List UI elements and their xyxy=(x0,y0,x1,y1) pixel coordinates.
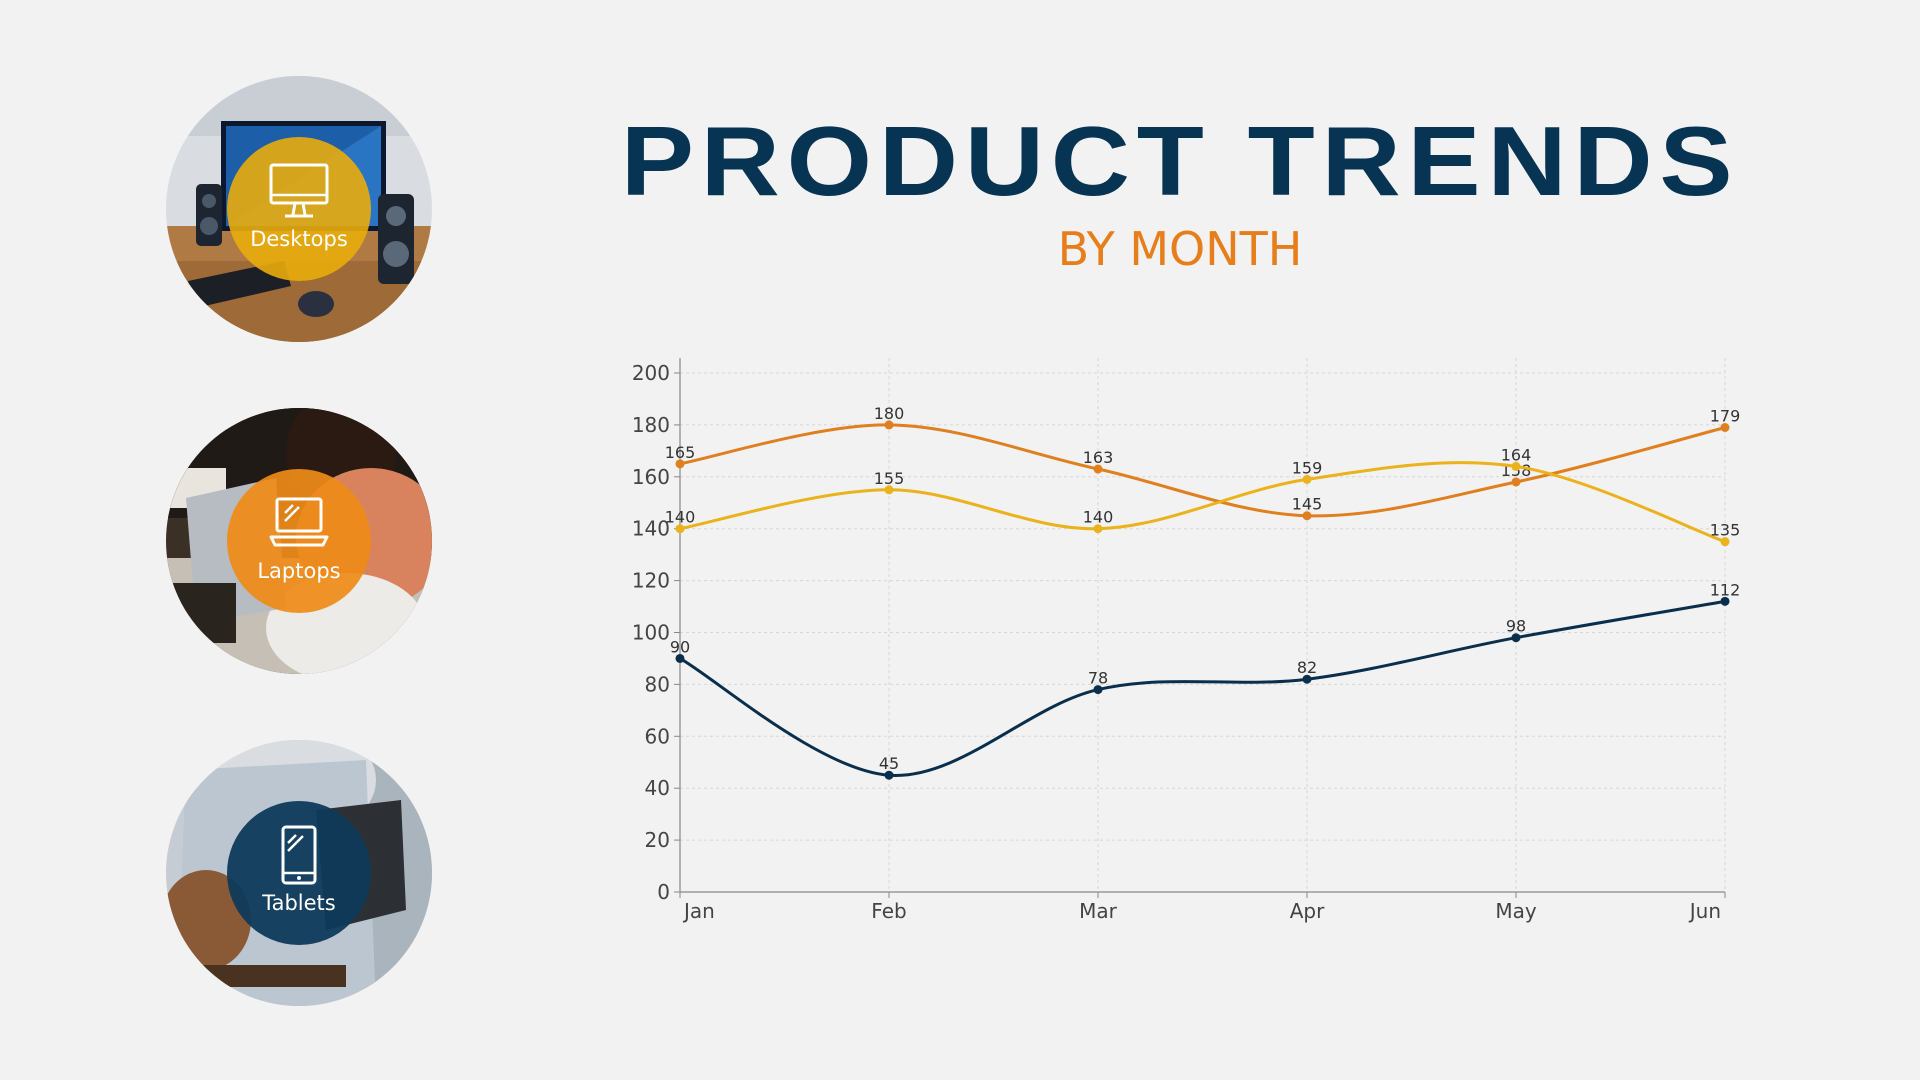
category-tablets: Tablets xyxy=(166,740,432,1006)
series-0-data-label: 180 xyxy=(874,404,905,423)
desktop-icon xyxy=(269,163,329,218)
page-subtitle: BY MONTH xyxy=(1057,222,1303,276)
series-2-data-label: 90 xyxy=(670,637,690,656)
series-0-point xyxy=(884,420,894,430)
series-2-point xyxy=(1093,685,1103,695)
series-1-data-label: 140 xyxy=(665,508,696,527)
series-0-data-label: 179 xyxy=(1710,406,1741,425)
series-0-line xyxy=(679,423,1726,518)
trend-line-chart: 0 20 40 60 80 100 120 140 160 180 200 Jan Feb Mar Apr M… xyxy=(632,358,1741,923)
series-1-data-label: 135 xyxy=(1710,521,1741,540)
x-tick-label: Apr xyxy=(1290,899,1325,923)
desktops-badge: Desktops xyxy=(227,137,371,281)
series-1-data-label: 164 xyxy=(1501,445,1532,464)
series-0-data-label: 165 xyxy=(665,443,696,462)
y-tick-label: 180 xyxy=(632,413,670,437)
x-tick-label: May xyxy=(1495,899,1537,923)
series-2-point xyxy=(675,653,685,663)
series-1-point xyxy=(1093,524,1103,534)
series-1-point xyxy=(884,485,894,495)
series-1-point xyxy=(1511,461,1521,471)
series-1-line xyxy=(679,461,1726,544)
laptops-badge: Laptops xyxy=(227,469,371,613)
series-1-point xyxy=(1720,537,1730,547)
category-label: Laptops xyxy=(257,559,341,583)
series-0-point xyxy=(675,459,685,469)
category-label: Desktops xyxy=(250,227,348,251)
series-1-data-label: 159 xyxy=(1292,458,1323,477)
y-tick-label: 40 xyxy=(645,776,670,800)
y-tick-label: 60 xyxy=(645,724,670,748)
series-1-data-label: 140 xyxy=(1083,508,1114,527)
y-tick-label: 20 xyxy=(645,828,670,852)
series-1-data-label: 155 xyxy=(874,469,905,488)
y-tick-label: 0 xyxy=(657,880,670,904)
y-tick-label: 140 xyxy=(632,517,670,541)
series-2-data-label: 112 xyxy=(1710,580,1741,599)
series-0-point xyxy=(1093,464,1103,474)
page-title: PRODUCT TRENDS xyxy=(620,106,1740,216)
series-0-point xyxy=(1720,422,1730,432)
category-desktops: Desktops xyxy=(166,76,432,342)
series-2-data-label: 98 xyxy=(1506,617,1526,636)
series-2-point xyxy=(1302,674,1312,684)
x-tick-label: Jun xyxy=(1688,899,1721,923)
category-laptops: Laptops xyxy=(166,408,432,674)
category-label: Tablets xyxy=(262,891,336,915)
series-1-point xyxy=(675,524,685,534)
series-2-point xyxy=(1511,633,1521,643)
series-2-data-label: 45 xyxy=(879,754,899,773)
y-tick-label: 80 xyxy=(645,672,670,696)
tablet-icon xyxy=(281,825,317,885)
series-0-data-label: 145 xyxy=(1292,495,1323,514)
series-0-point xyxy=(1511,477,1521,487)
y-tick-label: 200 xyxy=(632,361,670,385)
x-tick-label: Jan xyxy=(682,899,715,923)
y-tick-label: 100 xyxy=(632,621,670,645)
series-0-data-label: 163 xyxy=(1083,448,1114,467)
series-1-point xyxy=(1302,474,1312,484)
series-0-point xyxy=(1302,511,1312,521)
series-2-data-label: 78 xyxy=(1088,669,1108,688)
series-2-data-label: 82 xyxy=(1297,658,1317,677)
series-2-point xyxy=(1720,596,1730,606)
series-2-point xyxy=(884,770,894,780)
y-tick-label: 120 xyxy=(632,569,670,593)
x-tick-label: Feb xyxy=(871,899,906,923)
series-2-line xyxy=(679,599,1726,777)
tablets-badge: Tablets xyxy=(227,801,371,945)
x-tick-label: Mar xyxy=(1079,899,1118,923)
y-tick-label: 160 xyxy=(632,465,670,489)
laptop-icon xyxy=(269,497,329,547)
